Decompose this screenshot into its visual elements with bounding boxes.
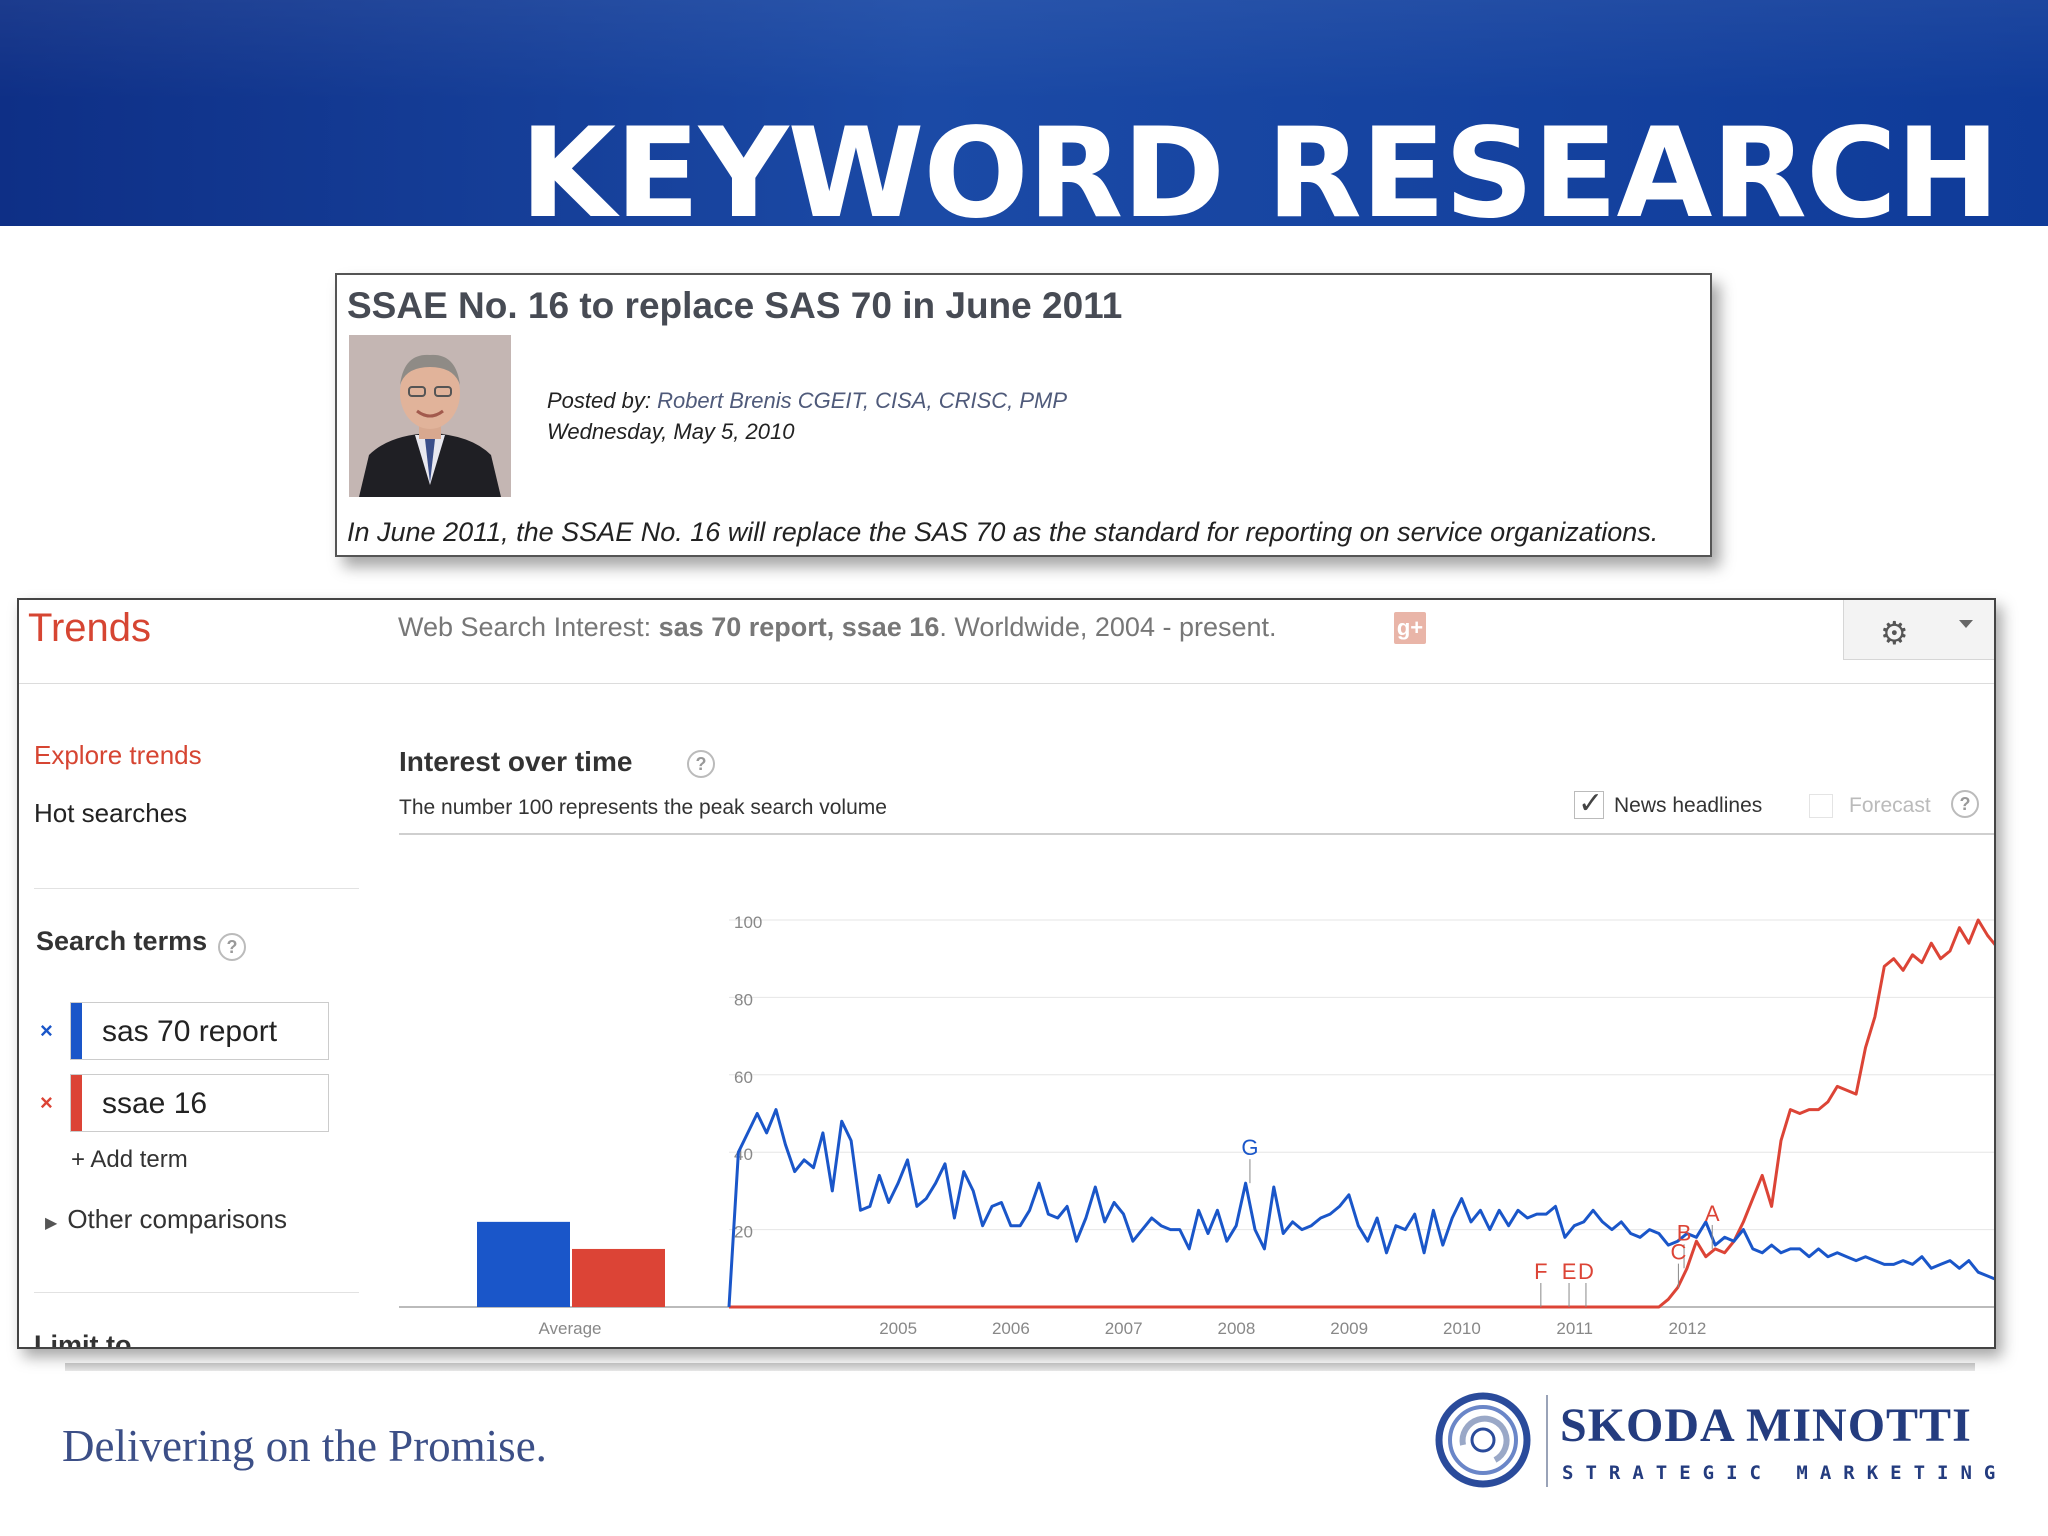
- remove-term-1-icon[interactable]: ×: [40, 1018, 53, 1043]
- checkmark-icon: ✓: [1578, 787, 1604, 820]
- other-comparisons-toggle[interactable]: ▶ Other comparisons: [45, 1204, 287, 1235]
- sidebar-divider: [34, 888, 359, 889]
- nav-explore-trends[interactable]: Explore trends: [34, 740, 202, 770]
- x-tick-label: 2010: [1443, 1319, 1481, 1338]
- x-tick-label: 2011: [1556, 1319, 1593, 1338]
- article-summary: In June 2011, the SSAE No. 16 will repla…: [347, 517, 1659, 547]
- news-headlines-checkbox[interactable]: ✓: [1574, 787, 1604, 820]
- company-logo-icon: [1435, 1392, 1531, 1488]
- search-summary-prefix: Web Search Interest:: [398, 612, 659, 642]
- series-line: [729, 918, 1994, 1309]
- x-tick-label: 2005: [879, 1319, 917, 1338]
- y-tick-label: 80: [734, 990, 753, 1009]
- sidebar-divider: [34, 1292, 359, 1293]
- news-headlines-label[interactable]: News headlines: [1614, 794, 1763, 817]
- y-tick-label: 20: [734, 1223, 753, 1242]
- annotation-label: E: [1562, 1259, 1577, 1284]
- nav-hot-searches[interactable]: Hot searches: [34, 798, 188, 828]
- series-line: [727, 1108, 1994, 1308]
- forecast-checkbox[interactable]: [1809, 794, 1833, 818]
- search-term-input-2[interactable]: ssae 16: [70, 1074, 329, 1132]
- add-term-link[interactable]: + Add term: [71, 1146, 188, 1173]
- forecast-help-icon[interactable]: ?: [1951, 790, 1979, 818]
- annotation-label: F: [1534, 1259, 1547, 1284]
- x-tick-label: 2008: [1217, 1319, 1255, 1338]
- logo-divider: [1546, 1395, 1548, 1487]
- annotation-label: B: [1677, 1220, 1692, 1245]
- chart-subtitle: The number 100 represents the peak searc…: [399, 796, 887, 819]
- x-tick-label: 2009: [1330, 1319, 1368, 1338]
- term-color-swatch: [71, 1003, 82, 1059]
- trends-logo[interactable]: Trends: [28, 606, 152, 650]
- y-tick-label: 100: [734, 913, 762, 932]
- trends-panel: Trends Web Search Interest: sas 70 repor…: [17, 598, 1996, 1349]
- annotation-label: D: [1578, 1259, 1594, 1284]
- search-terms-heading: Search terms: [36, 926, 208, 956]
- author-photo: [349, 335, 511, 497]
- average-label: Average: [538, 1319, 601, 1338]
- header-divider: [19, 683, 1994, 684]
- x-tick-label: 2007: [1105, 1319, 1143, 1338]
- annotation-label: G: [1241, 1135, 1258, 1160]
- author-link[interactable]: Robert Brenis CGEIT, CISA, CRISC, PMP: [657, 388, 1068, 413]
- article-card: SSAE No. 16 to replace SAS 70 in June 20…: [335, 273, 1712, 557]
- post-meta: Posted by: Robert Brenis CGEIT, CISA, CR…: [547, 385, 1067, 447]
- gear-icon: ⚙: [1880, 615, 1909, 651]
- slide-header-band: [0, 0, 2048, 226]
- search-summary-suffix: . Worldwide, 2004 - present.: [939, 612, 1277, 642]
- search-term-input-1[interactable]: sas 70 report: [70, 1002, 329, 1060]
- search-term-text: sas 70 report: [102, 1015, 278, 1048]
- annotation-label: A: [1705, 1201, 1720, 1226]
- y-tick-label: 60: [734, 1068, 753, 1087]
- slide-title: KEYWORD RESEARCH: [520, 112, 2000, 236]
- post-date: Wednesday, May 5, 2010: [547, 419, 795, 444]
- x-tick-label: 2012: [1669, 1319, 1707, 1338]
- article-title[interactable]: SSAE No. 16 to replace SAS 70 in June 20…: [347, 285, 1123, 326]
- forecast-label[interactable]: Forecast: [1849, 794, 1931, 817]
- annotation-label: C: [1670, 1240, 1686, 1265]
- limit-to-heading: Limit to: [34, 1330, 132, 1349]
- average-bar: [477, 1221, 570, 1307]
- search-terms-help-icon[interactable]: ?: [218, 933, 246, 961]
- caret-right-icon: ▶: [45, 1215, 58, 1232]
- average-bar: [572, 1248, 665, 1307]
- author-portrait-image: [349, 335, 511, 497]
- other-comparisons-label: Other comparisons: [67, 1204, 287, 1234]
- posted-by-label: Posted by:: [547, 388, 651, 413]
- search-summary-terms: sas 70 report, ssae 16: [658, 612, 940, 642]
- remove-term-2-icon[interactable]: ×: [40, 1090, 53, 1115]
- search-summary: Web Search Interest: sas 70 report, ssae…: [398, 612, 1277, 643]
- slide-tagline: Delivering on the Promise.: [62, 1421, 547, 1471]
- company-tagline: STRATEGIC MARKETING: [1562, 1462, 2008, 1484]
- google-plus-share-icon[interactable]: g+: [1394, 612, 1426, 644]
- company-name: SKODA MINOTTI: [1560, 1399, 1972, 1452]
- x-tick-label: 2006: [992, 1319, 1030, 1338]
- interest-help-icon[interactable]: ?: [687, 750, 715, 778]
- settings-menu-button[interactable]: ⚙: [1843, 600, 1994, 660]
- footer-divider: [65, 1363, 1975, 1371]
- search-term-text: ssae 16: [102, 1087, 208, 1120]
- chart-title: Interest over time: [399, 746, 633, 777]
- term-color-swatch: [71, 1075, 82, 1131]
- chevron-down-icon: [1959, 620, 1973, 628]
- chart-header-divider: [399, 833, 1994, 835]
